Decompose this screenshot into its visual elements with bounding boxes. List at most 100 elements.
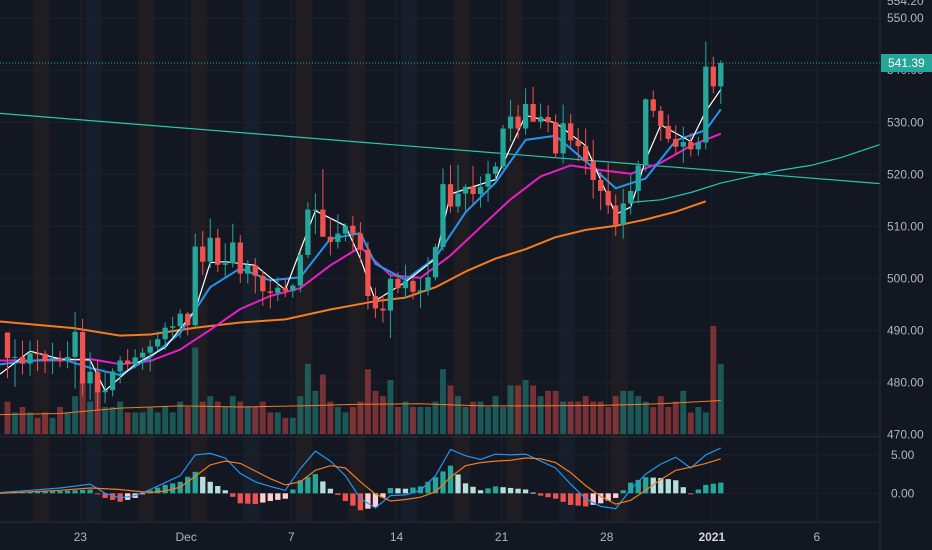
candle-body [109, 371, 116, 391]
macd-histogram-bar [628, 482, 634, 494]
candle [155, 331, 161, 351]
candle-body [395, 278, 401, 289]
volume-bar [500, 407, 507, 434]
price-tick-label: 520.00 [887, 167, 924, 181]
candle-body [297, 254, 303, 286]
macd-histogram-bar [140, 493, 146, 495]
candle-body [590, 161, 596, 181]
candle [297, 251, 303, 293]
candle [635, 160, 641, 203]
macd-histogram-bar [537, 493, 544, 496]
candle [530, 86, 536, 122]
volume-bar [657, 396, 664, 434]
candle [64, 341, 71, 369]
volume-bar [34, 417, 41, 434]
candle [515, 105, 521, 139]
macd-histogram-bar [522, 489, 529, 494]
candle [320, 169, 326, 237]
volume-bar [304, 363, 311, 434]
volume-bar [410, 407, 416, 434]
candle [342, 223, 349, 242]
volume-bar [372, 390, 379, 434]
candle-body [275, 287, 281, 293]
candle-body [245, 265, 251, 274]
candle-body [410, 280, 416, 292]
candle-body [575, 140, 581, 147]
candle [567, 113, 574, 148]
candle-body [64, 356, 71, 362]
volume-bar [64, 412, 71, 434]
volume-bar [289, 417, 296, 434]
candle-body [522, 104, 529, 129]
candle [680, 126, 686, 163]
volume-bar [417, 407, 424, 434]
macd-histogram-bar [545, 493, 551, 498]
candle [275, 276, 281, 302]
candle-body [507, 116, 514, 129]
candle [245, 260, 251, 284]
session-band [138, 0, 155, 521]
macd-histogram-bar [342, 493, 349, 502]
candle [230, 223, 236, 268]
price-tick-label: 510.00 [887, 219, 924, 233]
time-axis[interactable]: 23 Dec 7 14 21 28 2021 6 [74, 530, 821, 544]
volume-bar [507, 385, 514, 434]
session-band [348, 0, 365, 521]
session-band [33, 0, 50, 521]
volume-bar [710, 326, 717, 434]
macd-histogram-bar [380, 493, 386, 498]
candle-body [87, 371, 93, 384]
candle-body [402, 280, 409, 289]
candle-body [237, 242, 243, 274]
volume-bar [650, 407, 657, 434]
volume-bar [470, 401, 476, 434]
macd-histogram-bar [94, 493, 101, 495]
volume-bar [79, 380, 86, 434]
candle-body [342, 225, 349, 234]
volume-bar [522, 380, 529, 434]
macd-histogram-bar [350, 493, 356, 506]
macd-histogram-bar [447, 465, 454, 494]
candle [140, 348, 146, 370]
price-axis[interactable]: 550.00540.00530.00520.00510.00500.00490.… [887, 11, 924, 441]
candle-body [230, 242, 236, 264]
candle-body [170, 326, 176, 328]
volume-bar [327, 401, 334, 434]
candle-body [4, 332, 11, 358]
macd-axis[interactable]: 5.00 0.00 [891, 448, 915, 500]
candle-body [207, 237, 213, 262]
candle [522, 88, 529, 135]
candle [177, 309, 183, 339]
macd-histogram-bar [500, 487, 506, 494]
volume-bar [582, 396, 589, 434]
candle-body [447, 184, 454, 207]
volume-bar [695, 407, 702, 434]
macd-histogram-bar [57, 491, 63, 494]
volume-bar [199, 401, 206, 434]
volume-bar [147, 407, 154, 434]
volume-bar [177, 401, 184, 434]
time-tick-label: 6 [814, 530, 821, 544]
candle-body [335, 233, 341, 242]
candle [94, 360, 101, 410]
volume-bar [672, 401, 679, 434]
candle-body [432, 247, 439, 278]
candle [605, 162, 611, 214]
candle-body [177, 313, 183, 327]
candle-body [117, 360, 123, 372]
candle [492, 162, 499, 182]
macd-histogram-bar [282, 493, 288, 499]
candle-body [492, 166, 499, 174]
candle [380, 295, 386, 323]
volume-bar [57, 407, 64, 434]
candle [485, 160, 491, 202]
candle [387, 273, 394, 339]
macd-histogram-bar [688, 493, 694, 495]
macd-histogram-bar [27, 491, 33, 494]
volume-bar [334, 407, 341, 434]
candle [147, 340, 153, 372]
candle-body [477, 186, 484, 195]
volume-bar [597, 401, 604, 434]
macd-histogram-bar [718, 482, 724, 494]
